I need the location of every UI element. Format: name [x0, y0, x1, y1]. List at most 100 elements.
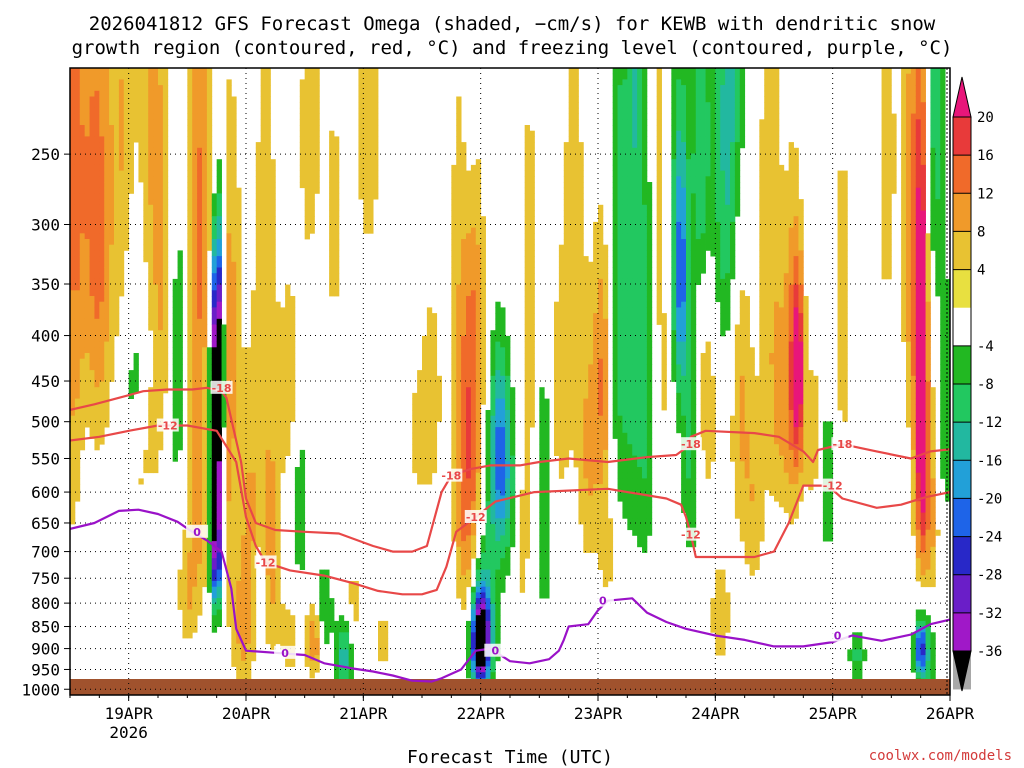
omega-cell — [309, 643, 315, 650]
omega-cell — [246, 421, 252, 428]
omega-cell — [226, 193, 232, 200]
omega-cell — [114, 256, 120, 263]
omega-cell — [236, 193, 242, 200]
omega-cell — [265, 461, 271, 468]
omega-cell — [299, 455, 306, 462]
omega-cell — [456, 432, 462, 439]
omega-cell — [290, 307, 296, 314]
omega-cell — [143, 68, 149, 75]
omega-cell — [74, 267, 81, 274]
omega-cell — [265, 347, 271, 354]
omega-cell — [260, 478, 266, 485]
omega-cell — [373, 187, 379, 194]
omega-cell — [480, 552, 486, 559]
omega-cell — [290, 660, 296, 667]
omega-cell — [89, 324, 95, 331]
omega-cell — [79, 136, 86, 143]
omega-cell — [104, 284, 110, 291]
omega-cell — [368, 170, 374, 177]
omega-cell — [265, 96, 271, 103]
omega-cell — [334, 147, 340, 154]
omega-cell — [172, 353, 178, 360]
omega-cell — [211, 193, 218, 200]
omega-cell — [211, 250, 218, 257]
omega-cell — [187, 256, 193, 263]
omega-cell — [182, 546, 188, 553]
omega-cell — [192, 164, 198, 171]
omega-cell — [470, 187, 477, 194]
omega-cell — [109, 119, 115, 126]
omega-cell — [505, 478, 511, 485]
omega-cell — [329, 239, 335, 246]
omega-cell — [558, 330, 565, 337]
omega-cell — [202, 142, 208, 149]
omega-cell — [94, 353, 100, 360]
omega-cell — [314, 632, 320, 639]
omega-cell — [524, 444, 530, 451]
omega-cell — [270, 159, 276, 166]
omega-cell — [475, 643, 482, 650]
omega-cell — [578, 427, 584, 434]
omega-cell — [202, 438, 208, 445]
omega-cell — [466, 244, 472, 251]
omega-cell — [206, 142, 213, 149]
omega-cell — [524, 387, 530, 394]
omega-cell — [158, 432, 164, 439]
omega-cell — [79, 159, 86, 166]
omega-cell — [231, 632, 237, 639]
omega-cell — [109, 142, 115, 149]
omega-cell — [202, 335, 208, 342]
omega-cell — [451, 324, 457, 331]
omega-cell — [231, 353, 237, 360]
omega-cell — [192, 444, 198, 451]
omega-cell — [109, 250, 115, 257]
omega-cell — [192, 176, 198, 183]
omega-cell — [153, 432, 159, 439]
omega-cell — [475, 615, 482, 622]
omega-cell — [260, 318, 266, 325]
omega-cell — [456, 102, 462, 109]
omega-cell — [495, 444, 501, 451]
omega-cell — [192, 107, 198, 114]
omega-cell — [74, 392, 81, 399]
omega-cell — [490, 467, 496, 474]
omega-cell — [495, 529, 501, 536]
omega-cell — [70, 438, 76, 445]
omega-cell — [226, 535, 232, 542]
omega-cell — [294, 529, 301, 536]
omega-cell — [593, 313, 599, 320]
omega-cell — [309, 176, 315, 183]
omega-cell — [153, 244, 159, 251]
omega-cell — [466, 364, 472, 371]
omega-cell — [158, 301, 164, 308]
omega-cell — [480, 239, 486, 246]
omega-cell — [255, 518, 262, 525]
omega-cell — [211, 307, 218, 314]
omega-cell — [470, 427, 477, 434]
omega-cell — [250, 541, 257, 548]
omega-cell — [270, 626, 276, 633]
omega-cell — [104, 182, 110, 189]
omega-cell — [70, 484, 76, 491]
omega-cell — [280, 449, 286, 456]
omega-cell — [280, 347, 286, 354]
omega-cell — [338, 672, 345, 679]
omega-cell — [241, 421, 247, 428]
omega-cell — [422, 467, 428, 474]
omega-cell — [554, 330, 560, 337]
omega-cell — [568, 330, 574, 337]
omega-cell — [231, 581, 237, 588]
omega-cell — [304, 632, 310, 639]
omega-cell — [470, 324, 477, 331]
omega-cell — [99, 267, 105, 274]
omega-cell — [221, 353, 227, 360]
omega-cell — [280, 398, 286, 405]
omega-cell — [583, 449, 589, 456]
omega-cell — [456, 313, 462, 320]
omega-cell — [158, 370, 164, 377]
omega-cell — [363, 96, 369, 103]
omega-cell — [197, 558, 203, 565]
omega-cell — [598, 307, 604, 314]
omega-cell — [461, 341, 467, 348]
omega-cell — [588, 404, 594, 411]
